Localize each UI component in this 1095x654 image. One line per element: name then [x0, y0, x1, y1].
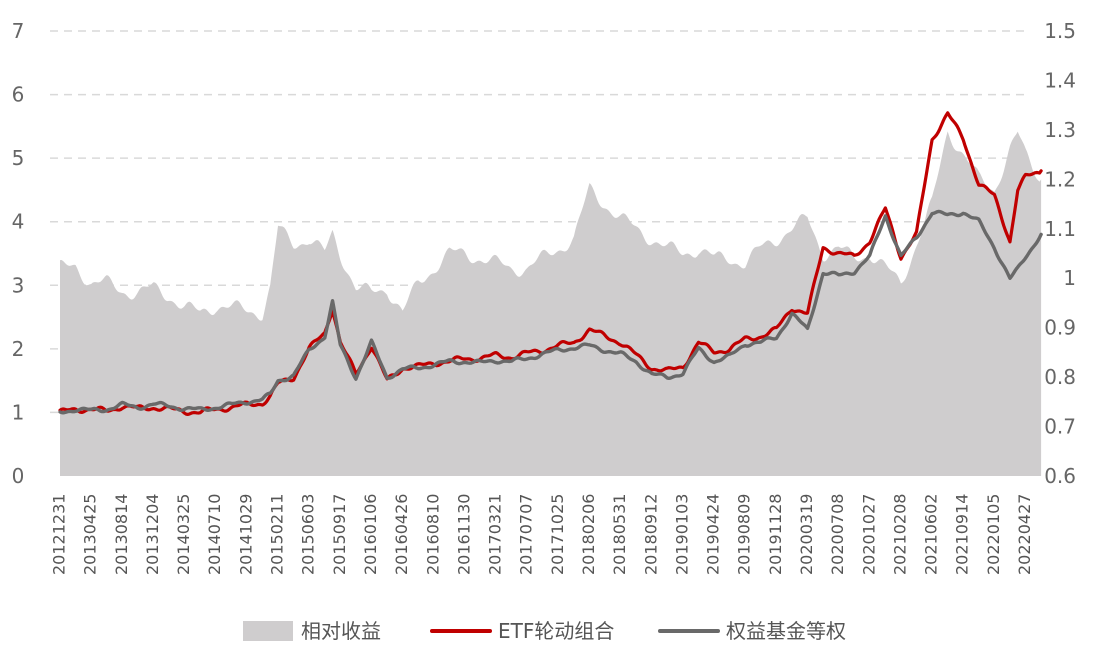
x-axis-tick-20141029: 20141029 — [236, 494, 255, 575]
x-axis-tick-20210602: 20210602 — [922, 494, 941, 575]
left-axis-tick-5: 5 — [12, 146, 25, 170]
legend-label-relative-return: 相对收益 — [301, 619, 381, 643]
x-axis-tick-20180912: 20180912 — [641, 494, 660, 575]
legend-swatch-relative-return — [243, 621, 293, 641]
x-axis-tick-20130814: 20130814 — [112, 494, 131, 575]
x-axis-tick-20220427: 20220427 — [1015, 494, 1034, 575]
x-axis-tick-20190424: 20190424 — [704, 494, 723, 575]
x-axis-tick-20210208: 20210208 — [890, 494, 909, 575]
x-axis-tick-20190809: 20190809 — [735, 494, 754, 575]
right-axis-tick-0-9: 0.9 — [1044, 316, 1076, 340]
right-axis-tick-1-4: 1.4 — [1044, 68, 1076, 92]
right-axis-tick-1: 1 — [1063, 266, 1076, 290]
x-axis-tick-20180531: 20180531 — [610, 494, 629, 575]
x-axis-tick-20200319: 20200319 — [797, 494, 816, 575]
x-axis-tick-20131204: 20131204 — [143, 494, 162, 575]
x-axis-tick-20220105: 20220105 — [984, 494, 1003, 575]
x-axis-tick-20201027: 20201027 — [859, 494, 878, 575]
right-axis-tick-1-1: 1.1 — [1044, 217, 1076, 241]
relative-return-area — [60, 131, 1042, 476]
x-axis-tick-20190103: 20190103 — [672, 494, 691, 575]
legend-label-etf-rotation: ETF轮动组合 — [498, 619, 614, 643]
left-axis-tick-7: 7 — [12, 19, 25, 43]
x-axis-tick-20121231: 20121231 — [50, 494, 69, 575]
x-axis-tick-20161130: 20161130 — [454, 494, 473, 575]
x-axis-tick-20160810: 20160810 — [423, 494, 442, 575]
x-axis-tick-20210914: 20210914 — [953, 494, 972, 575]
left-axis-tick-0: 0 — [12, 464, 25, 488]
x-axis-tick-20170321: 20170321 — [486, 494, 505, 575]
left-axis-tick-6: 6 — [12, 83, 25, 107]
x-axis-tick-20171025: 20171025 — [548, 494, 567, 575]
x-axis-tick-20150603: 20150603 — [299, 494, 318, 575]
x-axis-tick-20150211: 20150211 — [268, 494, 287, 575]
x-axis-tick-20170707: 20170707 — [517, 494, 536, 575]
left-axis-tick-4: 4 — [12, 210, 25, 234]
x-axis-tick-20160426: 20160426 — [392, 494, 411, 575]
x-axis-tick-20200708: 20200708 — [828, 494, 847, 575]
x-axis-tick-20150917: 20150917 — [330, 494, 349, 575]
right-axis-tick-0-6: 0.6 — [1044, 464, 1076, 488]
left-axis-tick-2: 2 — [12, 337, 25, 361]
x-axis-tick-20140325: 20140325 — [174, 494, 193, 575]
equity-fund-equal-weight-line — [58, 209, 1043, 415]
right-axis-tick-1-3: 1.3 — [1044, 118, 1076, 142]
right-axis-tick-1-2: 1.2 — [1044, 167, 1076, 191]
x-axis-tick-20191128: 20191128 — [766, 494, 785, 575]
x-axis-tick-20140710: 20140710 — [205, 494, 224, 575]
left-axis-tick-1: 1 — [12, 400, 25, 424]
right-axis-tick-1-5: 1.5 — [1044, 19, 1076, 43]
right-axis-tick-0-7: 0.7 — [1044, 415, 1076, 439]
x-axis-tick-20160106: 20160106 — [361, 494, 380, 575]
left-axis-tick-3: 3 — [12, 273, 25, 297]
x-axis-tick-20130425: 20130425 — [81, 494, 100, 575]
x-axis-tick-20180206: 20180206 — [579, 494, 598, 575]
legend-label-equity-fund: 权益基金等权 — [726, 619, 846, 643]
right-axis-tick-0-8: 0.8 — [1044, 365, 1076, 389]
